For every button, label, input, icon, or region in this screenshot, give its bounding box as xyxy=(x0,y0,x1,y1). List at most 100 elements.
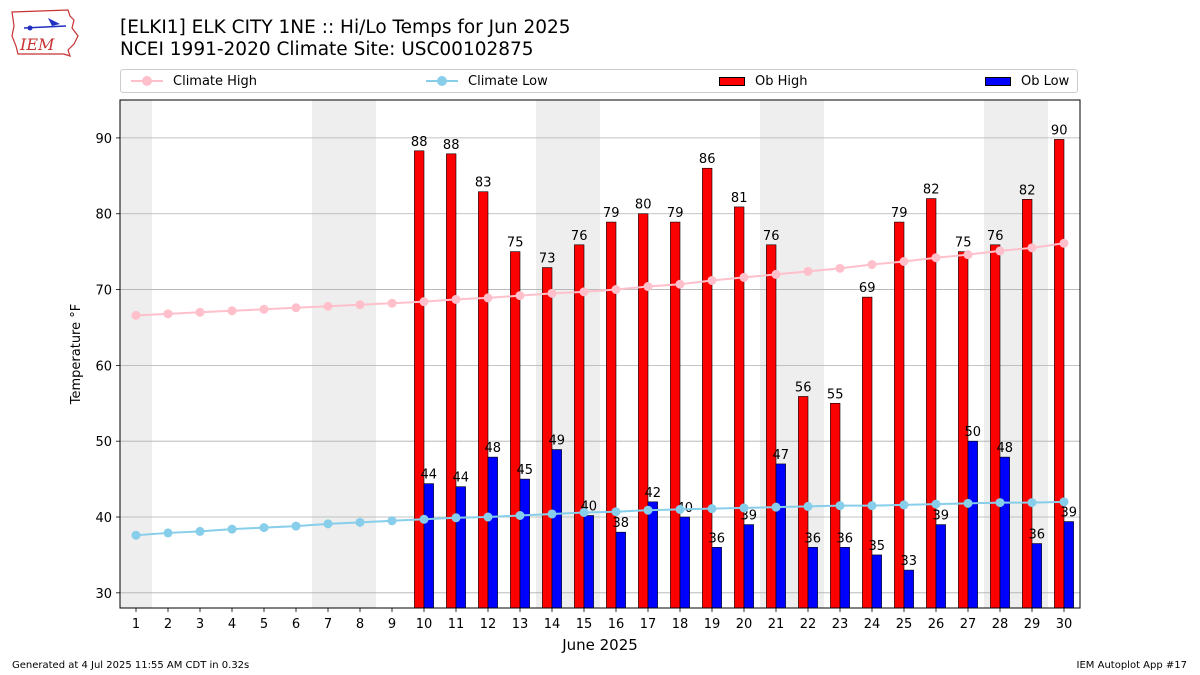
weekend-shade xyxy=(312,100,344,608)
climate-high-point xyxy=(131,310,141,320)
climate-low-point xyxy=(931,499,941,509)
ob-low-label: 50 xyxy=(965,425,982,440)
ob-high-bar xyxy=(798,396,809,609)
climate-high-point xyxy=(675,279,685,289)
climate-high-point xyxy=(259,304,269,314)
climate-high-point xyxy=(163,309,173,319)
ob-high-bar xyxy=(702,167,713,609)
y-tick-label: 80 xyxy=(95,208,112,223)
climate-high-point xyxy=(195,307,205,317)
climate-low-point xyxy=(643,505,653,515)
ob-low-bar xyxy=(1031,543,1042,609)
ob-high-label: 88 xyxy=(411,135,428,150)
ob-low-bar xyxy=(967,440,978,609)
x-tick-label: 2 xyxy=(164,617,172,632)
ob-high-bar xyxy=(670,221,681,609)
climate-high-line xyxy=(135,242,1065,317)
ob-high-label: 82 xyxy=(1019,183,1036,198)
ob-low-label: 48 xyxy=(485,441,502,456)
ob-low-label: 33 xyxy=(901,554,918,569)
x-tick-label: 24 xyxy=(864,617,881,632)
climate-low-point xyxy=(163,528,173,538)
climate-low-point xyxy=(387,516,397,526)
climate-high-point xyxy=(483,293,493,303)
climate-low-point xyxy=(995,498,1005,508)
ob-low-label: 35 xyxy=(869,539,886,554)
x-tick-label: 15 xyxy=(576,617,593,632)
ob-low-label: 42 xyxy=(645,486,662,501)
ob-low-bar xyxy=(711,547,722,609)
x-tick-label: 14 xyxy=(544,617,561,632)
ob-low-label: 36 xyxy=(837,531,854,546)
ob-low-label: 44 xyxy=(421,468,438,483)
ob-high-bar xyxy=(446,153,457,609)
ob-low-bar xyxy=(775,463,786,609)
climate-low-point xyxy=(739,503,749,513)
weekend-shade xyxy=(344,100,376,608)
ob-high-label: 79 xyxy=(603,206,620,221)
climate-high-point xyxy=(323,301,333,311)
climate-high-point xyxy=(387,298,397,308)
climate-low-point xyxy=(355,517,365,527)
x-tick-label: 11 xyxy=(448,617,465,632)
climate-high-point xyxy=(899,256,909,266)
ob-low-bar xyxy=(903,569,914,609)
y-tick-label: 40 xyxy=(95,511,112,526)
x-tick-label: 1 xyxy=(132,617,140,632)
climate-low-point xyxy=(835,501,845,511)
footer-generated: Generated at 4 Jul 2025 11:55 AM CDT in … xyxy=(12,660,250,671)
ob-low-label: 49 xyxy=(549,434,566,449)
ob-low-label: 40 xyxy=(677,501,694,516)
ob-high-bar xyxy=(830,402,841,609)
climate-low-point xyxy=(707,504,717,514)
ob-high-label: 81 xyxy=(731,191,748,206)
x-tick-label: 23 xyxy=(832,617,849,632)
climate-low-point xyxy=(867,501,877,511)
climate-low-point xyxy=(771,502,781,512)
ob-high-label: 86 xyxy=(699,152,716,167)
climate-high-point xyxy=(291,303,301,313)
ob-high-bar xyxy=(638,213,649,609)
y-axis-label: Temperature °F xyxy=(69,304,84,405)
climate-high-point xyxy=(707,275,717,285)
ob-low-label: 47 xyxy=(773,448,790,463)
x-tick-label: 27 xyxy=(960,617,977,632)
climate-low-point xyxy=(131,530,141,540)
x-tick-label: 29 xyxy=(1024,617,1041,632)
iem-logo: IEM xyxy=(11,9,79,57)
climate-low-point xyxy=(899,500,909,510)
climate-low-point xyxy=(195,526,205,536)
x-tick-label: 22 xyxy=(800,617,817,632)
ob-low-bar xyxy=(487,456,498,609)
ob-low-bar xyxy=(455,486,466,609)
ob-low-bar xyxy=(551,449,562,609)
weekend-shade xyxy=(120,100,152,608)
climate-high-point xyxy=(419,297,429,307)
climate-low-point xyxy=(227,524,237,534)
x-tick-label: 19 xyxy=(704,617,721,632)
ob-low-bar xyxy=(871,554,882,609)
climate-low-point xyxy=(451,513,461,523)
climate-low-line xyxy=(135,500,1065,537)
climate-high-point xyxy=(515,291,525,301)
climate-high-point xyxy=(579,287,589,297)
ob-low-label: 38 xyxy=(613,516,630,531)
x-tick-label: 6 xyxy=(292,617,300,632)
climate-low-swatch xyxy=(426,76,458,86)
ob-low-bar xyxy=(807,547,818,609)
ob-low-bar xyxy=(647,501,658,609)
ob-low-label: 36 xyxy=(1029,528,1046,543)
climate-high-swatch xyxy=(131,76,163,86)
climate-low-point xyxy=(323,519,333,529)
ob-high-bar xyxy=(1054,139,1065,609)
ob-low-label: 39 xyxy=(741,509,758,524)
ob-low-bar xyxy=(839,547,850,609)
ob-low-bar xyxy=(1063,521,1074,609)
x-tick-label: 21 xyxy=(768,617,785,632)
ob-low-bar xyxy=(999,456,1010,609)
footer-app: IEM Autoplot App #17 xyxy=(1076,660,1187,671)
ob-high-label: 69 xyxy=(859,281,876,296)
y-tick-label: 50 xyxy=(95,435,112,450)
ob-high-bar xyxy=(478,191,489,609)
x-tick-label: 10 xyxy=(416,617,433,632)
